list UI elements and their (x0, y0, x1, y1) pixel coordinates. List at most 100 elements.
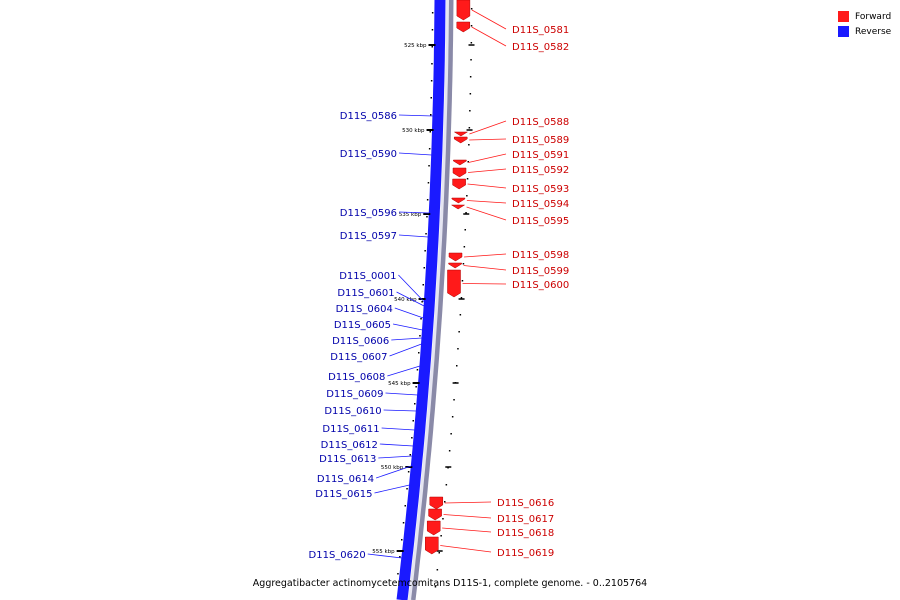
reverse-gene-label: D11S_0597 (340, 231, 397, 242)
scale-dot (462, 263, 465, 265)
scale-dot (466, 195, 468, 197)
scale-dot (440, 535, 442, 537)
scale-dot (426, 216, 428, 218)
forward-gene-D11S_0618 (426, 520, 441, 536)
reverse-gene-label: D11S_0590 (340, 149, 397, 160)
scale-dot (427, 182, 430, 184)
legend-forward: Forward (838, 9, 891, 24)
reverse-leader-line (375, 465, 412, 479)
reverse-gene-label: D11S_0615 (315, 489, 372, 500)
map-caption: Aggregatibacter actinomycetemcomitans D1… (252, 578, 648, 589)
reverse-swatch (838, 26, 849, 37)
reverse-gene-label: D11S_0608 (328, 372, 385, 383)
scale-dot (428, 148, 431, 150)
forward-gene-D11S_0599 (448, 262, 462, 269)
reverse-leader-line (391, 337, 422, 341)
reverse-leader-line (374, 484, 410, 494)
forward-gene-label: D11S_0618 (497, 528, 554, 539)
reverse-leader-line (398, 211, 430, 214)
forward-gene-D11S_0592 (452, 167, 467, 178)
forward-leader-line (467, 183, 507, 189)
scale-dot (461, 280, 464, 282)
scale-dot (421, 301, 423, 303)
reverse-leader-line (379, 443, 414, 447)
forward-swatch (838, 11, 849, 22)
reverse-leader-line (394, 307, 424, 319)
scale-dot (453, 399, 455, 401)
scale-dot (470, 59, 472, 61)
scale-dot (402, 522, 405, 524)
forward-gene-D11S_0598 (448, 252, 463, 262)
forward-leader-line (469, 120, 507, 135)
forward-gene-D11S_0582 (456, 21, 471, 33)
scale-dot (416, 369, 419, 371)
reverse-leader-line (398, 152, 432, 156)
forward-gene-D11S_0581 (456, 0, 471, 21)
forward-features: D11S_0581 D11S_0582 D11S_0588 D11S_0589 D11S… (425, 0, 569, 559)
forward-leader-line (442, 527, 492, 533)
reverse-leader-line (389, 343, 422, 357)
scale-dot (424, 250, 426, 252)
scale-dot (430, 80, 433, 82)
scale-dot (459, 314, 462, 316)
forward-leader-line (466, 206, 507, 221)
scale-dot (430, 114, 432, 116)
forward-gene-D11S_0588 (453, 131, 469, 137)
forward-gene-label: D11S_0589 (512, 135, 569, 146)
legend: Forward Reverse (838, 9, 891, 39)
forward-gene-label: D11S_0593 (512, 184, 569, 195)
scale-dot (425, 233, 427, 235)
reverse-gene-label: D11S_0614 (317, 474, 374, 485)
reverse-leader-line (398, 114, 433, 117)
forward-gene-label: D11S_0588 (512, 117, 569, 128)
scale-dot (428, 165, 430, 167)
forward-gene-label: D11S_0616 (497, 498, 554, 509)
scale-dot (431, 12, 434, 14)
scale-dot (442, 518, 444, 520)
scale-dot (465, 212, 467, 214)
legend-forward-label: Forward (855, 11, 892, 22)
reverse-leader-line (385, 392, 418, 396)
scale-dot (431, 63, 433, 65)
scale-dot (470, 42, 473, 44)
forward-gene-label: D11S_0598 (512, 250, 569, 261)
reverse-features: D11S_0586 D11S_0590 D11S_0596 D11S_0597 D11S… (309, 111, 433, 561)
tick-label: 535 kbp (399, 212, 422, 218)
scale-dot (456, 365, 458, 367)
scale-dot (420, 318, 422, 320)
scale-dot (448, 450, 451, 452)
reverse-leader-line (398, 234, 429, 238)
forward-gene-D11S_0593 (452, 178, 466, 190)
forward-leader-line (468, 168, 507, 173)
tick-label: 545 kbp (388, 381, 411, 387)
forward-leader-line (471, 9, 507, 30)
scale-dot (429, 131, 431, 133)
tick-label: 525 kbp (404, 43, 427, 49)
forward-gene-label: D11S_0617 (497, 514, 554, 525)
reverse-leader-line (378, 455, 413, 459)
scale-dot (407, 471, 410, 473)
tick-marks: 525 kbp 530 kbp 535 kbp 540 kbp 545 kbp 550 k… (372, 8, 475, 588)
scale-dot (431, 29, 434, 31)
forward-gene-label: D11S_0600 (512, 280, 569, 291)
scale-dot (466, 178, 469, 180)
scale-dot (457, 348, 459, 350)
scale-dot (430, 97, 432, 99)
reverse-leader-line (367, 553, 402, 559)
forward-gene-label: D11S_0582 (512, 42, 569, 53)
reverse-gene-label: D11S_0604 (336, 304, 393, 315)
forward-leader-line (468, 153, 507, 163)
forward-leader-line (443, 514, 492, 519)
forward-leader-line (471, 26, 507, 47)
scale-dot (470, 8, 473, 10)
forward-gene-label: D11S_0619 (497, 548, 554, 559)
scale-dot (467, 161, 469, 163)
forward-leader-line (444, 501, 492, 504)
reverse-leader-line (398, 274, 425, 303)
forward-leader-line (464, 253, 507, 258)
forward-gene-label: D11S_0591 (512, 150, 569, 161)
legend-reverse-label: Reverse (855, 26, 892, 37)
reverse-leader-line (392, 323, 423, 331)
backbone-reverse-strand (396, 0, 446, 600)
